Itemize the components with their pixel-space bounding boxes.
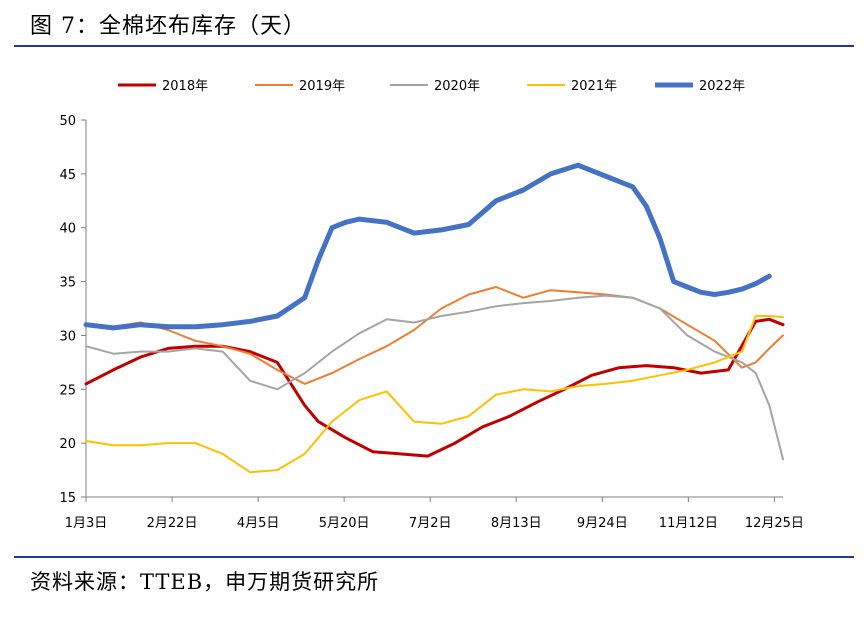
x-tick-label: 8月13日 (491, 516, 542, 531)
axes: 15 20 25 30 35 40 45 50 1月3日 2月22日 4月5日 5月20日 7月2日 8月… (59, 114, 803, 531)
source-note: 资料来源：TTEB，申万期货研究所 (30, 570, 380, 594)
legend-label: 2021年 (571, 79, 617, 94)
y-tick-label: 45 (59, 168, 76, 183)
x-tick-label: 11月12日 (659, 516, 718, 531)
series-line-2019年 (85, 286, 784, 385)
legend-label: 2022年 (699, 79, 745, 94)
x-tick-label: 1月3日 (65, 516, 108, 531)
y-tick-label: 40 (59, 222, 76, 237)
legend-label: 2019年 (299, 79, 345, 94)
y-tick-label: 25 (59, 383, 76, 398)
bottom-rule (14, 556, 854, 558)
y-tick-label: 50 (59, 114, 76, 129)
x-tick-label: 12月25日 (745, 516, 804, 531)
legend: 2018年 2019年 2020年 2021年 2022年 (118, 79, 745, 94)
y-tick-label: 15 (59, 491, 76, 506)
series-line-2021年 (85, 315, 784, 474)
legend-label: 2020年 (434, 79, 480, 94)
series-line-2022年 (83, 162, 772, 331)
legend-label: 2018年 (162, 79, 208, 94)
x-tick-label: 9月24日 (577, 516, 628, 531)
series-lines (83, 162, 785, 474)
figure-title: 图 7：全棉坯布库存（天） (30, 14, 306, 39)
x-tick-label: 7月2日 (409, 516, 452, 531)
top-rule (14, 45, 854, 47)
line-chart: 2018年 2019年 2020年 2021年 2022年 15 20 25 30 35 40 45… (59, 79, 803, 531)
x-tick-label: 2月22日 (147, 516, 198, 531)
y-tick-label: 20 (59, 437, 76, 452)
y-tick-label: 35 (59, 276, 76, 291)
x-tick-label: 4月5日 (237, 516, 280, 531)
x-tick-label: 5月20日 (319, 516, 370, 531)
y-tick-label: 30 (59, 329, 76, 344)
series-line-2020年 (85, 294, 784, 461)
